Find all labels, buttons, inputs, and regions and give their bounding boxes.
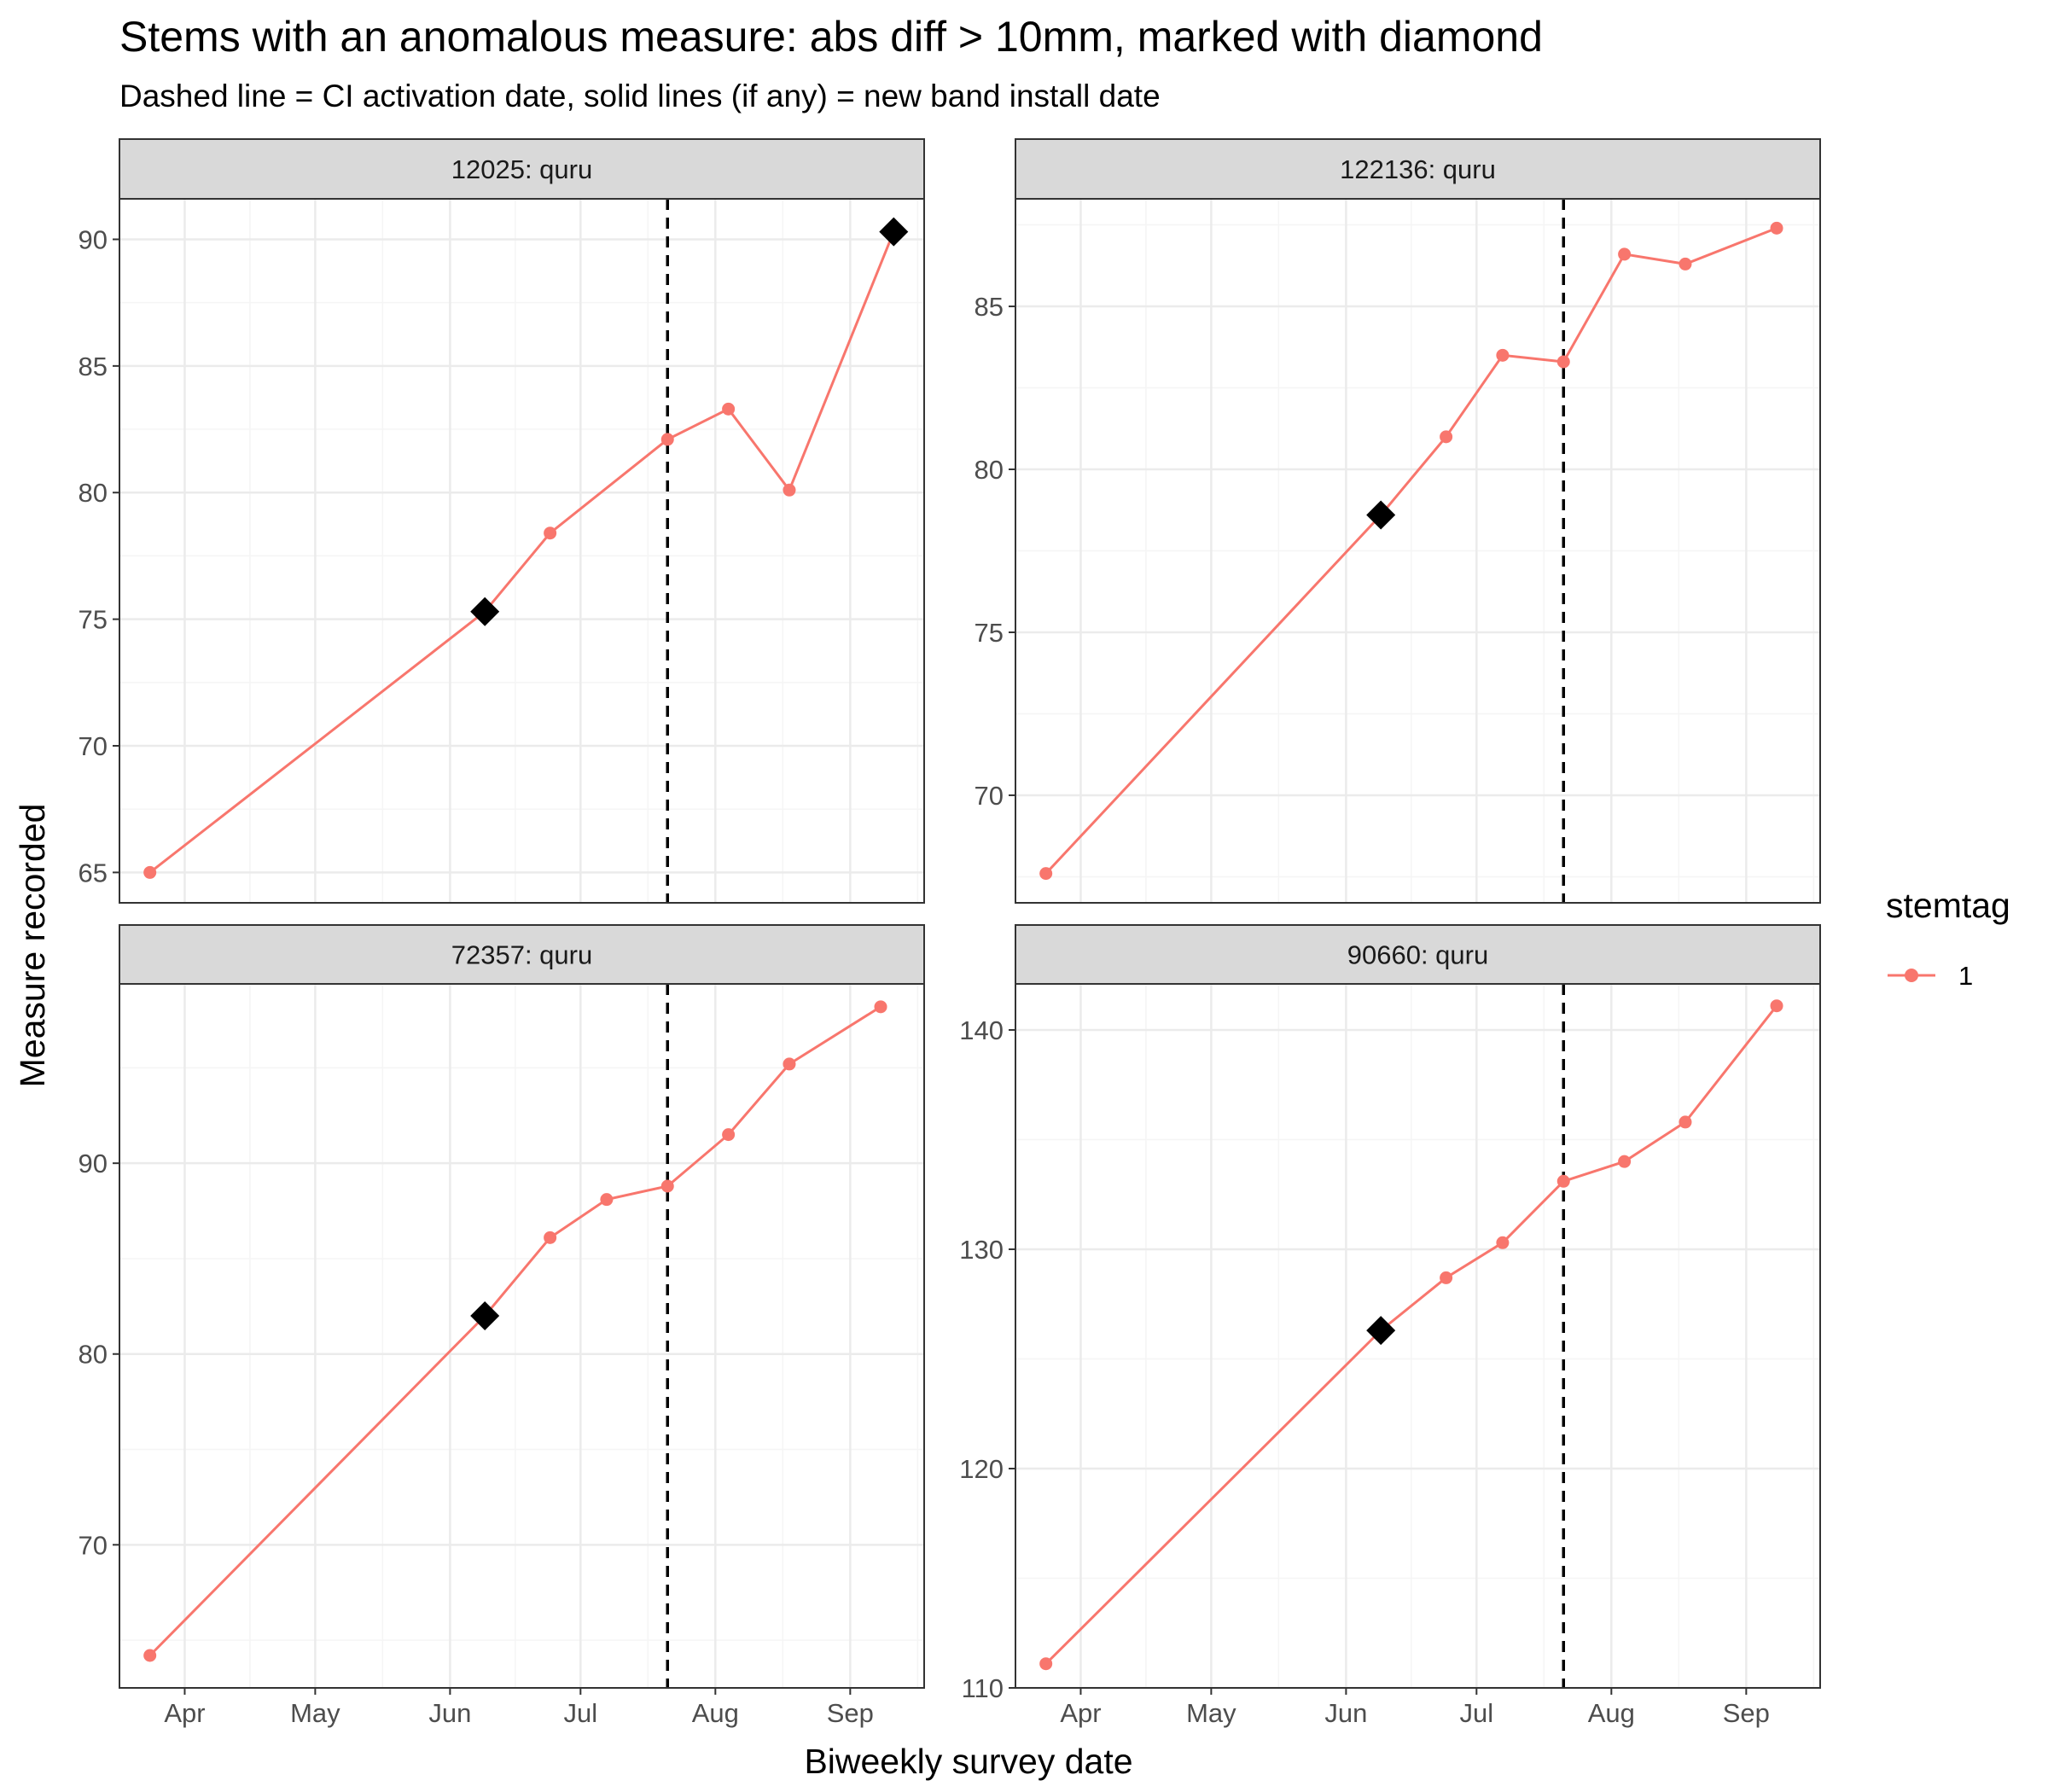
data-point [722, 402, 736, 416]
facet-strip-label: 90660: quru [1347, 940, 1488, 970]
y-tick-label: 85 [79, 352, 108, 381]
y-tick-label: 80 [79, 478, 108, 508]
x-tick-label: Sep [827, 1698, 874, 1728]
legend: stemtag 1 [1886, 886, 2010, 991]
data-point [544, 1231, 557, 1244]
x-tick-label: May [290, 1698, 340, 1728]
y-tick-label: 70 [79, 1530, 108, 1560]
data-point [1039, 1657, 1053, 1671]
panel-background [119, 199, 924, 903]
data-point [544, 527, 557, 540]
anomaly-diamond [470, 596, 500, 626]
facet-strip [1015, 138, 1821, 200]
y-tick-label: 130 [959, 1235, 1004, 1265]
facet-panel: 122136: quru 70 75 80 85 [975, 138, 1821, 904]
panel-border [1015, 198, 1821, 904]
data-point [1440, 430, 1453, 444]
chart-subtitle: Dashed line = CI activation date, solid … [119, 79, 1161, 113]
legend-key-point [1905, 969, 1918, 982]
data-point [1770, 221, 1783, 235]
anomaly-diamond [470, 1301, 500, 1331]
facet-panel: 72357: quru 70 80 90 Apr May Jun Jul Aug Sep [79, 924, 925, 1728]
x-tick-label: Aug [692, 1698, 739, 1728]
anomaly-diamond [1366, 500, 1396, 530]
x-tick-label: Jul [1459, 1698, 1493, 1728]
data-point [1770, 999, 1783, 1013]
data-point [783, 483, 796, 497]
y-tick-label: 90 [79, 224, 108, 254]
data-point [874, 1000, 887, 1014]
y-tick-label: 140 [959, 1015, 1004, 1045]
x-tick-label: Jun [1324, 1698, 1367, 1728]
data-point [1440, 1271, 1453, 1284]
data-point [600, 1193, 614, 1207]
panel-border [119, 198, 925, 904]
facet-strip [119, 138, 925, 200]
facet-strip-label: 12025: quru [451, 154, 592, 184]
data-point [1556, 1174, 1570, 1188]
data-point [1679, 1115, 1692, 1129]
y-tick-label: 65 [79, 858, 108, 887]
legend-title: stemtag [1886, 886, 2010, 925]
data-point [1039, 867, 1053, 881]
chart-title: Stems with an anomalous measure: abs dif… [119, 13, 1543, 61]
x-tick-label: Apr [1060, 1698, 1101, 1728]
anomaly-diamond [879, 217, 909, 247]
y-tick-label: 70 [975, 781, 1004, 811]
data-point [1496, 348, 1510, 362]
x-axis-title: Biweekly survey date [804, 1742, 1132, 1781]
data-point [143, 865, 157, 879]
x-tick-label: Sep [1723, 1698, 1770, 1728]
x-tick-label: Apr [164, 1698, 205, 1728]
y-tick-label: 80 [79, 1340, 108, 1370]
x-tick-label: Jul [563, 1698, 597, 1728]
panel-border [119, 983, 925, 1689]
facet-strip [1015, 924, 1821, 985]
series-line [1044, 227, 1777, 875]
y-tick-label: 120 [959, 1454, 1004, 1484]
y-tick-label: 110 [962, 1673, 1004, 1703]
data-point [1618, 1155, 1632, 1168]
legend-label: 1 [1958, 961, 1973, 991]
data-point [1556, 355, 1570, 369]
y-axis-title: Measure recorded [13, 804, 52, 1088]
data-point [660, 1179, 674, 1193]
panel-background [1015, 984, 1820, 1688]
facet-strip-label: 72357: quru [451, 940, 592, 970]
x-tick-label: Aug [1588, 1698, 1635, 1728]
x-tick-label: May [1186, 1698, 1236, 1728]
y-tick-label: 75 [975, 618, 1004, 648]
y-tick-label: 90 [79, 1149, 108, 1178]
panel-border [1015, 983, 1821, 1689]
facet-panel: 90660: quru 110 120 130 140 Apr May Jun Jul Aug Se… [959, 924, 1821, 1728]
data-point [722, 1128, 736, 1142]
y-tick-label: 70 [79, 731, 108, 761]
x-tick-label: Jun [428, 1698, 471, 1728]
data-point [143, 1649, 157, 1662]
facet-strip-label: 122136: quru [1340, 154, 1496, 184]
series-line [1044, 1004, 1778, 1665]
facet-panel: 12025: quru 65 70 75 80 85 90 [79, 138, 925, 904]
data-point [1618, 247, 1632, 261]
data-point [1679, 257, 1692, 271]
data-point [1496, 1236, 1510, 1249]
y-tick-label: 80 [975, 455, 1004, 485]
facet-panels: 12025: quru 65 70 75 80 85 90 122136: quru 70 75 8… [79, 138, 1821, 1728]
data-point [660, 433, 674, 446]
data-point [783, 1057, 796, 1071]
anomaly-diamond [1366, 1316, 1396, 1346]
series-line [148, 1005, 881, 1657]
panel-background [119, 984, 924, 1688]
y-tick-label: 75 [79, 605, 108, 635]
facet-strip [119, 924, 925, 985]
y-tick-label: 85 [975, 292, 1004, 322]
